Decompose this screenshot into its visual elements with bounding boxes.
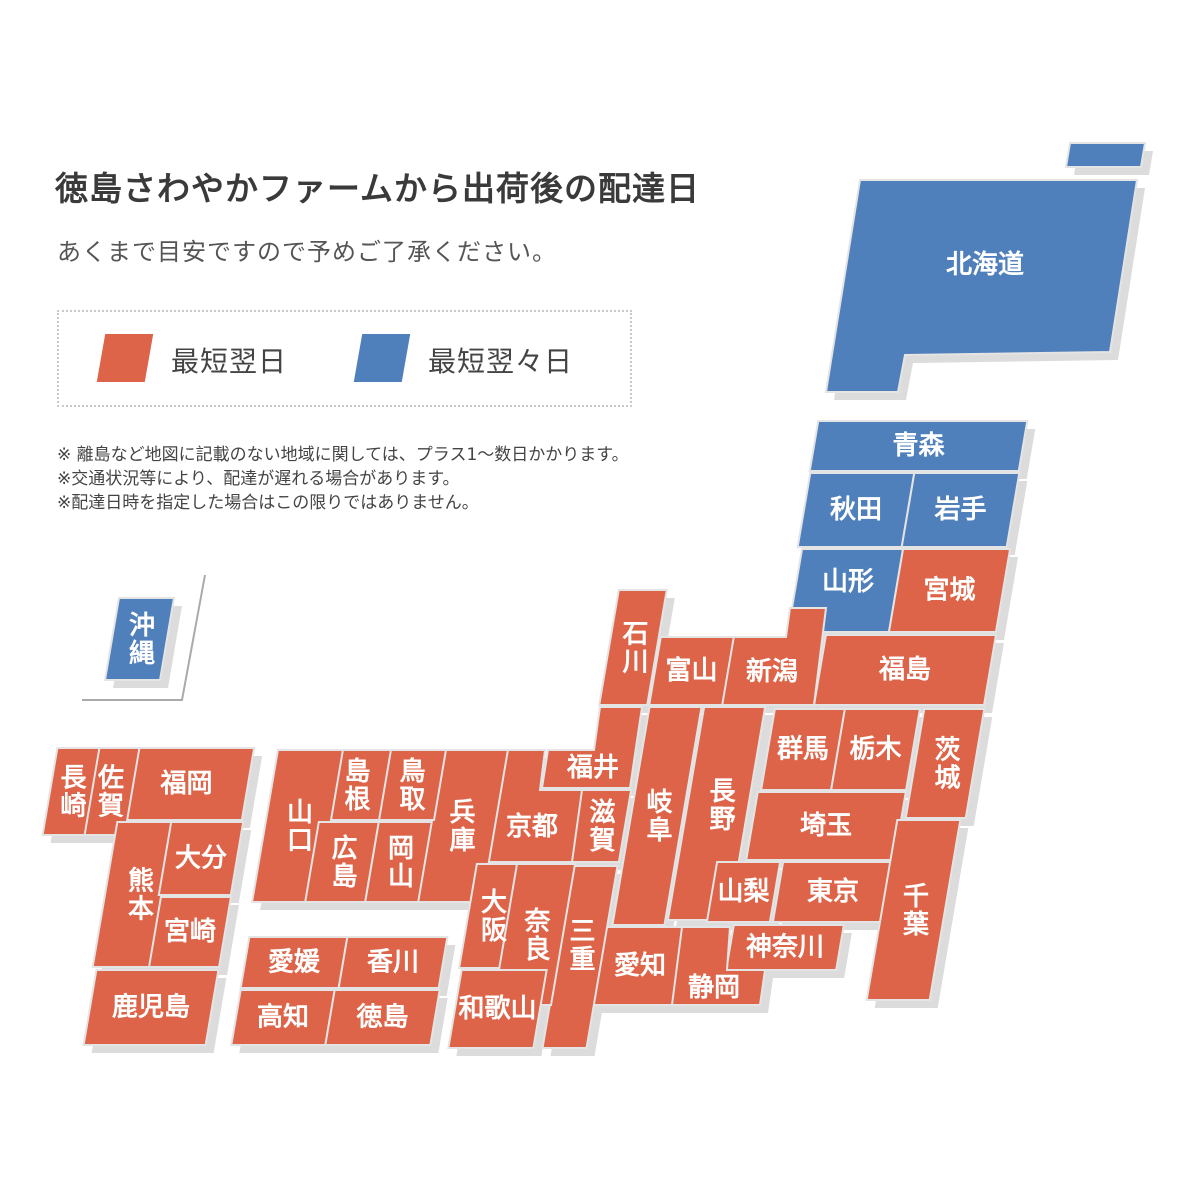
prefecture-label: 茨城 <box>930 735 960 791</box>
prefecture-label: 沖縄 <box>125 611 155 667</box>
prefecture-label: 新潟 <box>746 656 798 687</box>
legend: 最短翌日 最短翌々日 <box>57 310 632 407</box>
prefecture-label: 長崎 <box>56 764 86 820</box>
note: ※配達日時を指定した場合はこの限りではありません。 <box>57 493 479 513</box>
prefecture-label: 京都 <box>506 811 558 842</box>
prefecture-label: 静岡 <box>688 972 740 1003</box>
prefecture-label: 北海道 <box>946 249 1024 280</box>
prefecture-14[interactable] <box>829 708 922 791</box>
prefecture-38[interactable] <box>324 989 441 1046</box>
note: ※ 離島など地図に記載のない地域に関しては、プラス1〜数日かかります。 <box>57 445 629 465</box>
prefecture-label: 長野 <box>705 777 735 833</box>
prefecture-label: 山梨 <box>717 877 769 907</box>
prefecture-label: 埼玉 <box>800 811 852 841</box>
prefecture-label: 富山 <box>665 655 717 686</box>
prefecture-label: 愛知 <box>614 951 666 981</box>
prefecture-8[interactable] <box>648 636 735 706</box>
prefecture-29[interactable] <box>447 969 548 1049</box>
legend-label-two-days: 最短翌々日 <box>428 345 574 378</box>
prefecture-17[interactable] <box>705 861 782 923</box>
prefecture-label: 栃木 <box>849 735 901 765</box>
prefecture-label: 石川 <box>618 620 649 676</box>
prefecture-label: 神奈川 <box>746 933 824 963</box>
prefecture-label: 和歌山 <box>458 994 536 1024</box>
prefecture-41[interactable] <box>41 747 101 836</box>
prefecture-5[interactable] <box>887 548 1012 633</box>
prefecture-label: 三重 <box>565 917 595 973</box>
prefecture-label: 山口 <box>283 798 313 854</box>
prefecture-15[interactable] <box>904 708 986 819</box>
okinawa-separator <box>82 574 206 701</box>
prefecture-label: 熊本 <box>124 865 154 922</box>
prefecture-label: 兵庫 <box>445 798 475 854</box>
prefecture-label: 岐阜 <box>642 788 672 844</box>
prefecture-label: 鹿児島 <box>112 992 190 1023</box>
prefecture-46[interactable] <box>103 597 176 681</box>
prefecture-label: 島根 <box>340 757 370 813</box>
prefecture-36[interactable] <box>337 936 449 989</box>
prefecture-1[interactable] <box>808 420 1029 472</box>
prefecture-label: 大分 <box>175 844 227 874</box>
prefecture-label: 高知 <box>257 1002 309 1033</box>
prefecture-label: 福井 <box>566 753 619 783</box>
prefecture-label: 大阪 <box>477 888 507 944</box>
prefecture-20[interactable] <box>865 819 962 1001</box>
prefecture-label: 愛媛 <box>268 948 321 978</box>
prefecture-label: 青森 <box>892 431 945 461</box>
prefecture-label: 秋田 <box>830 495 882 525</box>
page-title: 徳島さわやかファームから出荷後の配達日 <box>55 169 701 208</box>
note: ※交通状況等により、配達が遅れる場合があります。 <box>57 469 460 489</box>
prefecture-0[interactable] <box>1064 142 1147 168</box>
prefecture-22[interactable] <box>670 926 767 1006</box>
prefecture-44[interactable] <box>147 896 233 968</box>
prefecture-label: 群馬 <box>776 735 829 765</box>
prefecture-label: 徳島 <box>355 1002 408 1033</box>
prefecture-43[interactable] <box>157 821 245 896</box>
prefecture-label: 福島 <box>878 655 931 685</box>
prefecture-label: 岡山 <box>384 834 414 890</box>
notes: ※ 離島など地図に記載のない地域に関しては、プラス1〜数日かかります。 ※交通状… <box>57 443 629 515</box>
prefecture-34[interactable] <box>364 821 433 903</box>
legend-label-next-day: 最短翌日 <box>171 345 288 378</box>
prefecture-label: 岩手 <box>933 495 986 525</box>
prefecture-11[interactable] <box>611 706 703 926</box>
prefecture-label: 香川 <box>367 948 419 978</box>
prefecture-6[interactable] <box>812 634 998 706</box>
prefecture-label: 奈良 <box>520 907 551 963</box>
prefecture-label: 福岡 <box>159 769 212 799</box>
prefecture-label: 東京 <box>807 876 859 907</box>
prefecture-45[interactable] <box>82 969 220 1046</box>
prefecture-label: 佐賀 <box>94 763 125 819</box>
prefecture-label: 滋賀 <box>585 797 616 854</box>
prefecture-label: 広島 <box>327 833 357 890</box>
prefecture-label: 宮城 <box>923 575 975 606</box>
prefecture-label: 宮崎 <box>164 916 216 947</box>
prefecture-10[interactable] <box>540 706 644 789</box>
prefecture-label: 千葉 <box>899 882 930 938</box>
prefecture-9[interactable] <box>598 589 668 706</box>
prefecture-label: 鳥取 <box>395 757 425 813</box>
prefecture-3[interactable] <box>900 472 1021 548</box>
page-subtitle: あくまで目安ですので予めご了承ください。 <box>57 238 557 266</box>
prefecture-0[interactable] <box>824 179 1139 393</box>
prefecture-label: 山形 <box>822 567 874 597</box>
